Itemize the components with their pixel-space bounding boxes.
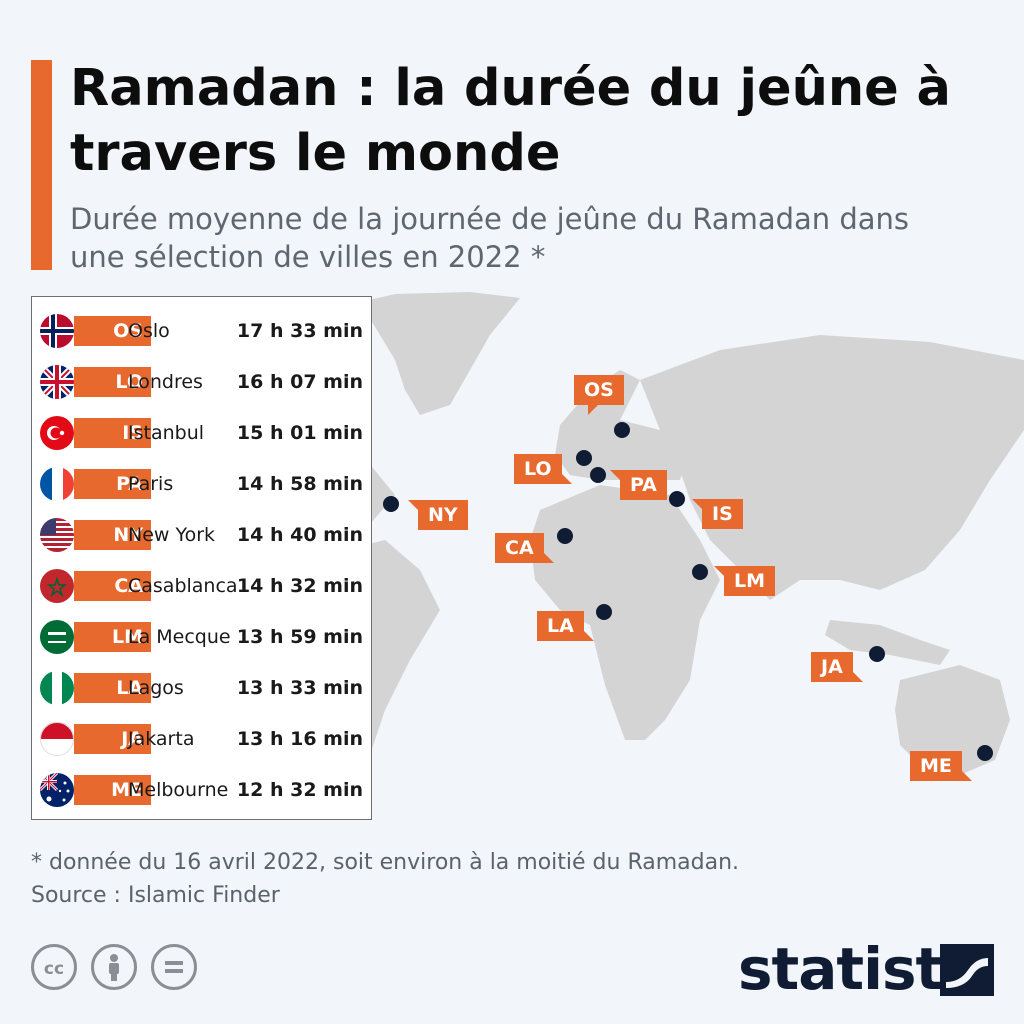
pin-new-york[interactable] [383,496,399,512]
legend-row-new-york: NY New York 14 h 40 min [32,509,371,560]
pin-casablanca[interactable] [557,528,573,544]
legend-code: LO [74,367,151,397]
uk-shape [570,420,590,458]
legend-duration: 17 h 33 min [236,320,363,342]
source-note: Source : Islamic Finder [31,883,280,908]
turkey-flag-icon [40,416,74,450]
legend-city: Melbourne [128,779,229,801]
map-label-paris: PA [610,470,667,500]
legend-city: La Mecque [128,626,231,648]
map-label-istanbul: IS [692,499,743,529]
legend-duration: 14 h 32 min [236,575,363,597]
legend-duration: 14 h 58 min [236,473,363,495]
legend-duration: 14 h 40 min [236,524,363,546]
legend-city: Lagos [128,677,184,699]
pin-istanbul[interactable] [669,491,685,507]
pin-melbourne[interactable] [977,745,993,761]
france-flag-icon [40,467,74,501]
australia-flag-icon [40,773,74,807]
pin-paris[interactable] [590,467,606,483]
nigeria-flag-icon [40,671,74,705]
asia-shape [640,335,1024,600]
saudi-arabia-flag-icon [40,620,74,654]
legend-city: Casablanca [128,575,238,597]
indonesia-shape [825,620,950,665]
svg-text:cc: cc [44,959,64,979]
legend-duration: 12 h 32 min [236,779,363,801]
pin-jakarta[interactable] [869,646,885,662]
pin-lagos[interactable] [596,604,612,620]
legend-code: ME [74,775,151,805]
legend-duration: 13 h 33 min [236,677,363,699]
accent-bar [31,60,52,270]
map-label-jakarta: JA [811,652,863,682]
map-label-london: LO [514,454,572,484]
legend-row-paris: PA Paris 14 h 58 min [32,458,371,509]
city-legend: OS Oslo 17 h 33 min LO Londres 16 h 07 m… [31,296,372,820]
map-label-lagos: LA [537,611,594,641]
legend-row-la-mecque: LM La Mecque 13 h 59 min [32,611,371,662]
pin-oslo[interactable] [614,422,630,438]
legend-row-jakarta: JA Jakarta 13 h 16 min [32,713,371,764]
legend-code: LA [74,673,151,703]
greenland-shape [360,292,520,415]
legend-row-istanbul: IS Istanbul 15 h 01 min [32,407,371,458]
legend-code: NY [74,520,151,550]
legend-city: New York [128,524,216,546]
legend-code: IS [74,418,151,448]
japan-shape [945,465,985,525]
legend-city: Jakarta [128,728,195,750]
page-subtitle: Durée moyenne de la journée de jeûne du … [70,202,910,274]
legend-duration: 15 h 01 min [236,422,363,444]
legend-row-casablanca: CA Casablanca 14 h 32 min [32,560,371,611]
legend-city: Oslo [128,320,170,342]
indonesia-flag-icon [40,722,74,756]
legend-row-lagos: LA Lagos 13 h 33 min [32,662,371,713]
footnote: * donnée du 16 avril 2022, soit environ … [31,850,740,875]
legend-duration: 16 h 07 min [236,371,363,393]
by-icon[interactable] [91,944,137,990]
uk-flag-icon [40,365,74,399]
africa-shape [530,485,720,740]
legend-row-melbourne: ME Melbourne 12 h 32 min [32,764,371,815]
legend-code: CA [74,571,151,601]
map-label-oslo: OS [574,375,624,415]
morocco-flag-icon [40,569,74,603]
pin-london[interactable] [576,450,592,466]
legend-code: OS [74,316,151,346]
legend-city: Istanbul [128,422,205,444]
legend-duration: 13 h 59 min [236,626,363,648]
cc-icon[interactable]: cc [31,944,77,990]
map-label-melbourne: ME [910,751,972,781]
pin-la-mecque[interactable] [692,564,708,580]
page-title: Ramadan : la durée du jeûne à travers le… [70,59,951,183]
legend-city: Londres [128,371,203,393]
statista-logo-icon [940,944,994,996]
legend-row-oslo: OS Oslo 17 h 33 min [32,305,371,356]
usa-flag-icon [40,518,74,552]
map-label-la-mecque: LM [713,566,776,596]
norway-flag-icon [40,314,74,348]
legend-code: LM [74,622,151,652]
map-label-casablanca: CA [495,533,554,563]
map-label-new-york: NY [408,500,468,530]
legend-duration: 13 h 16 min [236,728,363,750]
legend-code: PA [74,469,151,499]
legend-city: Paris [128,473,174,495]
nd-icon[interactable] [151,944,197,990]
legend-row-londres: LO Londres 16 h 07 min [32,356,371,407]
license-icons: cc [31,944,211,994]
legend-code: JA [74,724,151,754]
